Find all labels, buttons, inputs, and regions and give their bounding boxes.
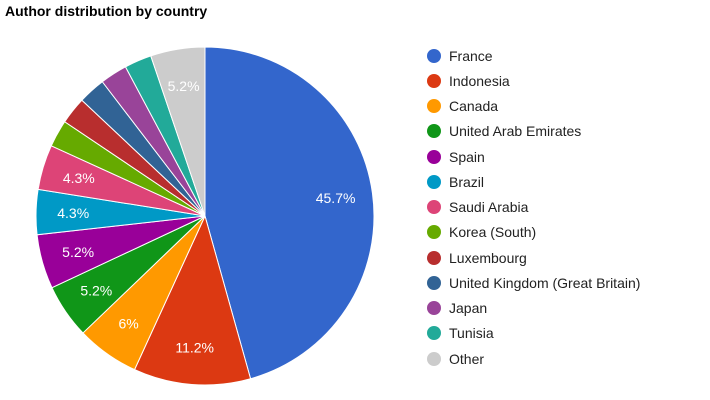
legend-swatch <box>427 73 441 88</box>
slice-value-label: 6% <box>118 315 138 331</box>
legend: France Indonesia Canada United Arab Emirate… <box>427 43 640 371</box>
legend-swatch <box>427 99 441 114</box>
legend-item-saudi-arabia[interactable]: Saudi Arabia <box>427 195 640 220</box>
pie-slice-other[interactable] <box>150 46 206 217</box>
legend-swatch <box>427 225 441 240</box>
legend-item-korea-south[interactable]: Korea (South) <box>427 220 640 245</box>
legend-swatch <box>427 275 441 290</box>
legend-label: Japan <box>449 300 488 317</box>
legend-item-brazil[interactable]: Brazil <box>427 169 640 194</box>
legend-label: Saudi Arabia <box>449 199 529 216</box>
legend-item-united-arab-emirates[interactable]: United Arab Emirates <box>427 119 640 144</box>
legend-label: Tunisia <box>449 325 494 342</box>
legend-label: Canada <box>449 98 499 115</box>
legend-item-tunisia[interactable]: Tunisia <box>427 321 640 346</box>
legend-swatch <box>427 351 441 366</box>
legend-swatch <box>427 200 441 215</box>
legend-swatch <box>427 124 441 139</box>
legend-item-canada[interactable]: Canada <box>427 94 640 119</box>
slice-value-label: 4.3% <box>63 170 95 186</box>
legend-label: Brazil <box>449 173 485 190</box>
slice-value-label: 5.2% <box>62 244 94 260</box>
pie-chart: 45.7% 11.2% 6% 5.2% 5.2% 4.3% 4.3% 5.2% <box>35 46 375 386</box>
legend-swatch <box>427 250 441 265</box>
legend-swatch <box>427 301 441 316</box>
legend-label: United Arab Emirates <box>449 123 582 140</box>
legend-label: Indonesia <box>449 72 510 89</box>
pie-slices <box>35 46 375 386</box>
legend-item-other[interactable]: Other <box>427 346 640 371</box>
legend-item-japan[interactable]: Japan <box>427 296 640 321</box>
legend-label: Spain <box>449 148 485 165</box>
slice-value-label: 5.2% <box>80 283 112 299</box>
legend-label: United Kingdom (Great Britain) <box>449 274 641 291</box>
legend-item-spain[interactable]: Spain <box>427 144 640 169</box>
legend-item-united-kingdom-great-britain[interactable]: United Kingdom (Great Britain) <box>427 270 640 295</box>
slice-value-label: 4.3% <box>57 205 89 221</box>
pie-slice-indonesia[interactable] <box>133 214 252 386</box>
legend-swatch <box>427 48 441 63</box>
legend-item-luxembourg[interactable]: Luxembourg <box>427 245 640 270</box>
legend-label: Luxembourg <box>449 249 527 266</box>
slice-value-label: 45.7% <box>316 190 356 206</box>
legend-label: Korea (South) <box>449 224 537 241</box>
pie-slice-labels: 45.7% 11.2% 6% 5.2% 5.2% 4.3% 4.3% 5.2% <box>57 78 355 355</box>
legend-label: Other <box>449 350 485 367</box>
chart-title: Author distribution by country <box>5 3 208 19</box>
legend-item-france[interactable]: France <box>427 43 640 68</box>
pie-slice-france[interactable] <box>204 46 375 380</box>
slice-value-label: 11.2% <box>175 339 214 355</box>
legend-swatch <box>427 326 441 341</box>
legend-swatch <box>427 149 441 164</box>
legend-swatch <box>427 174 441 189</box>
slice-value-label: 5.2% <box>168 78 200 94</box>
legend-label: France <box>449 47 493 64</box>
legend-item-indonesia[interactable]: Indonesia <box>427 68 640 93</box>
